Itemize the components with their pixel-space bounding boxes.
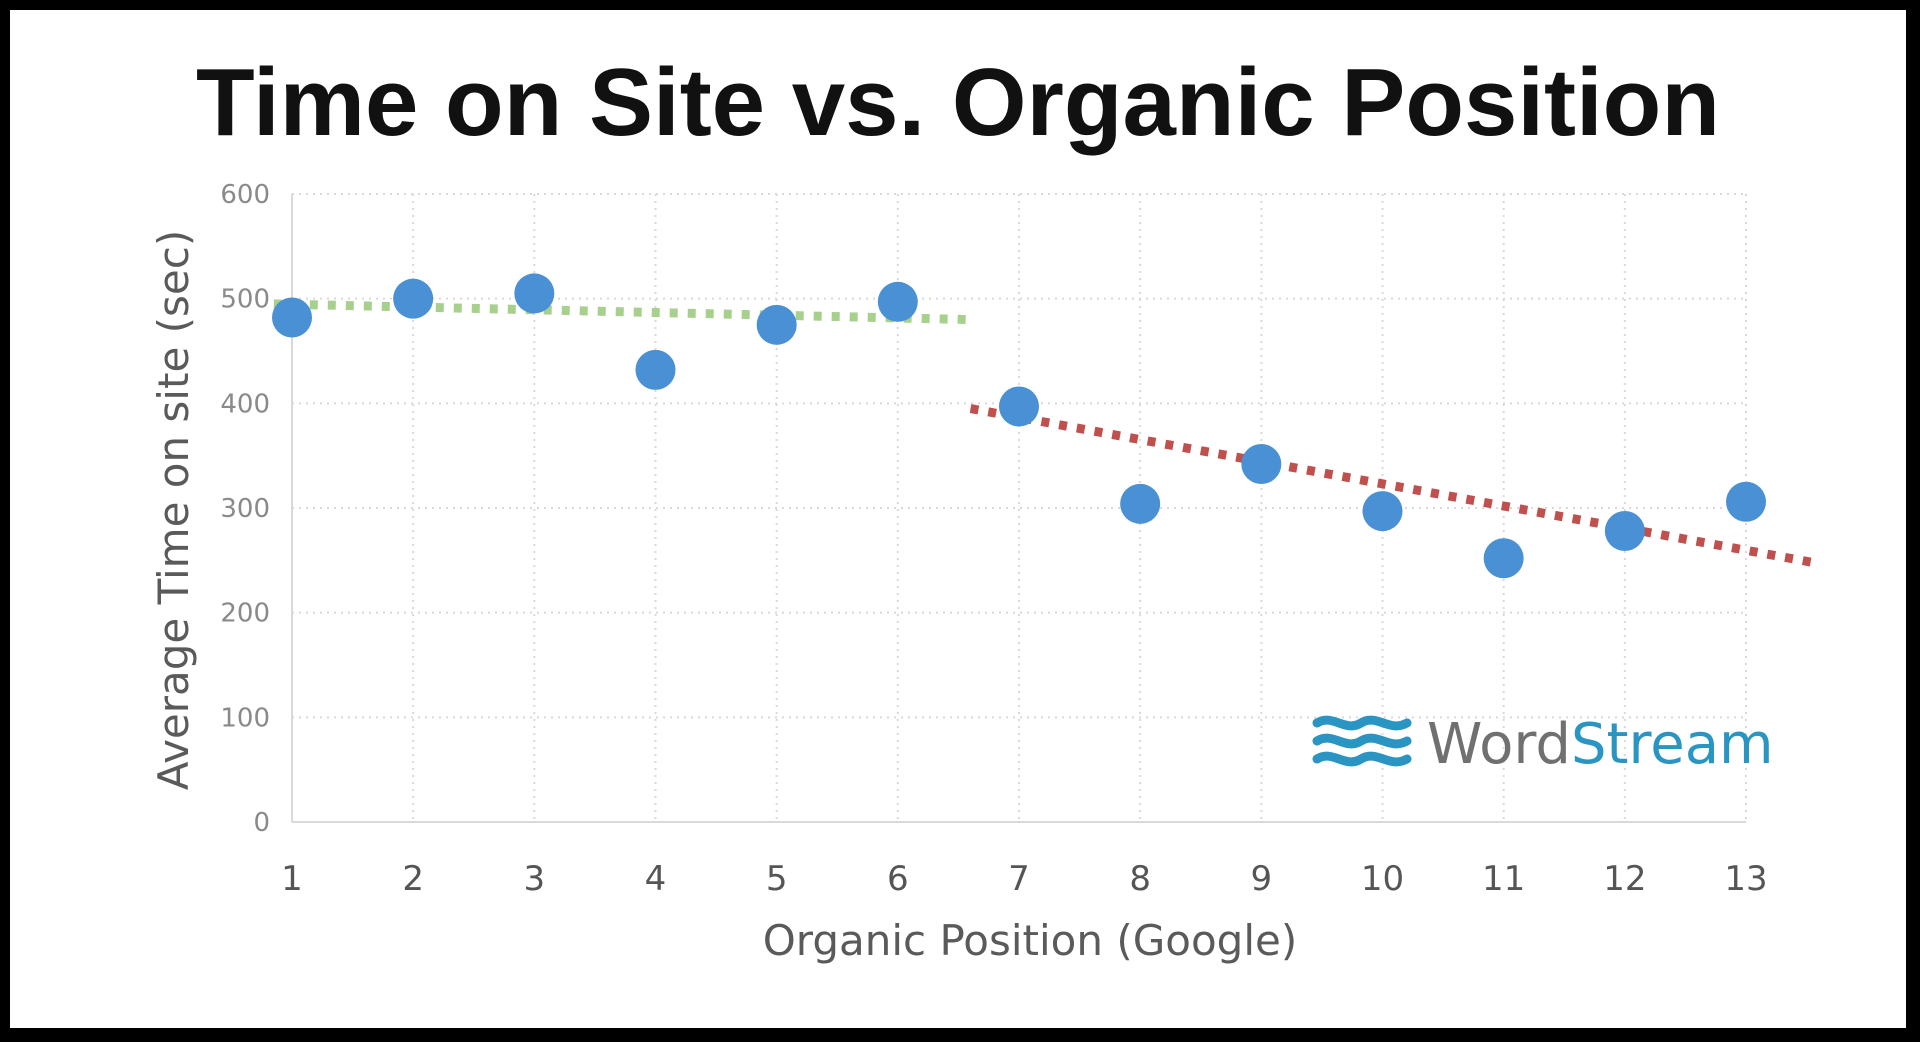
data-point [393, 278, 434, 319]
y-tick-label: 100 [220, 703, 270, 733]
x-tick-label: 5 [766, 859, 788, 899]
data-point [999, 386, 1039, 427]
x-tick-label: 13 [1724, 859, 1767, 899]
x-tick-label: 1 [281, 859, 303, 899]
y-axis-label: Average Time on site (sec) [149, 230, 198, 790]
x-tick-label: 11 [1482, 859, 1525, 899]
x-tick-label: 6 [887, 859, 909, 899]
y-tick-label: 600 [220, 180, 270, 210]
logo-word-part1: Word [1427, 712, 1571, 777]
x-axis-label: Organic Position (Google) [763, 916, 1297, 965]
y-tick-label: 200 [220, 599, 270, 629]
y-axis-ticks: 0 100 200 300 400 500 600 [220, 180, 270, 838]
data-point [635, 349, 676, 390]
x-tick-label: 7 [1008, 859, 1030, 899]
data-point [514, 273, 555, 314]
y-tick-label: 500 [220, 285, 270, 315]
x-tick-label: 3 [524, 859, 546, 899]
data-point [1604, 511, 1645, 552]
x-tick-label: 10 [1361, 859, 1404, 899]
data-point [877, 281, 918, 322]
svg-text:WordStream: WordStream [1427, 712, 1774, 777]
data-points [272, 273, 1766, 579]
wave-icon [1312, 715, 1412, 767]
x-tick-label: 9 [1251, 859, 1273, 899]
trend-lines [273, 299, 1814, 567]
x-tick-label: 8 [1129, 859, 1151, 899]
data-point [272, 297, 312, 338]
data-point [1483, 538, 1524, 579]
trend-line [273, 299, 971, 325]
data-point [756, 304, 797, 345]
logo-word-part2: Stream [1571, 712, 1774, 777]
x-tick-label: 2 [402, 859, 424, 899]
y-tick-label: 0 [253, 808, 270, 838]
chart-title: Time on Site vs. Organic Position [196, 49, 1720, 156]
wordstream-logo: WordStream [1312, 712, 1774, 777]
y-tick-label: 300 [220, 494, 270, 524]
x-tick-label: 4 [645, 859, 667, 899]
chart-frame: Time on Site vs. Organic Position 0 100 20… [10, 10, 1906, 1028]
x-axis-ticks: 1 2 3 4 5 6 7 8 9 10 11 12 13 [281, 859, 1767, 899]
data-point [1726, 481, 1766, 522]
data-point [1362, 491, 1403, 532]
x-tick-label: 12 [1603, 859, 1646, 899]
data-point [1241, 444, 1282, 485]
y-tick-label: 400 [220, 389, 270, 419]
data-point [1120, 483, 1161, 524]
trend-line [969, 404, 1814, 567]
